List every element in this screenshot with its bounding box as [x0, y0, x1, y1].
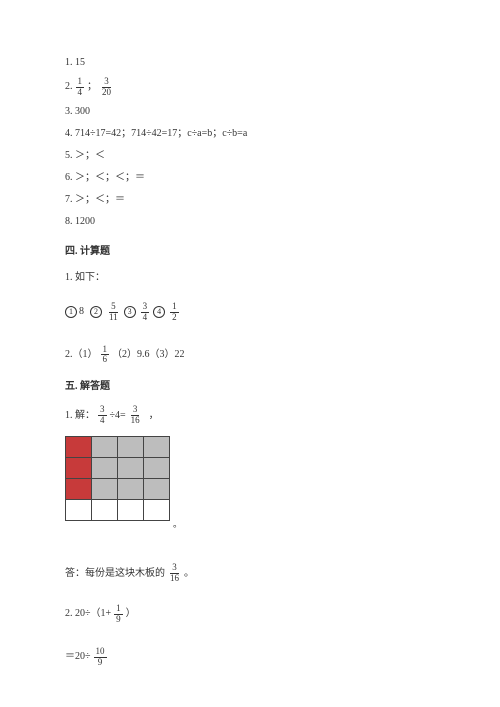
cell-gray — [118, 458, 144, 479]
fraction-3-16: 3 16 — [129, 405, 142, 426]
section-4-title: 四. 计算题 — [65, 244, 435, 260]
ans-2: 2. 1 4 ； 3 20 — [65, 77, 435, 98]
fraction-3-16-b: 3 16 — [168, 563, 181, 584]
fraction-1-6: 1 6 — [101, 345, 110, 366]
sec5-q1-pre: 1. 解： — [65, 408, 95, 424]
grid-period: 。 — [173, 519, 182, 529]
frac-den: 9 — [96, 658, 105, 668]
frac-den: 16 — [129, 416, 142, 426]
frac-den: 4 — [76, 88, 85, 98]
frac-den: 20 — [100, 88, 113, 98]
ans-2-sep: ； — [87, 79, 97, 95]
sec4-q1: 1. 如下： — [65, 270, 435, 286]
fraction-3-4-b: 3 4 — [98, 405, 107, 426]
circled-3-icon: 3 — [124, 306, 136, 318]
sec4-q2: 2.（1） 1 6 （2）9.6（3）22 — [65, 345, 435, 366]
cell-white — [66, 500, 92, 521]
sec5-eq: ＝20÷ 10 9 — [65, 647, 435, 668]
sec5-ans-end: 。 — [184, 566, 194, 582]
section-5-title: 五. 解答题 — [65, 379, 435, 395]
sec5-q2-pre: 2. 20÷（1+ — [65, 606, 111, 622]
frac-den: 11 — [107, 313, 120, 323]
fraction-1-4: 1 4 — [76, 77, 85, 98]
cell-gray — [118, 437, 144, 458]
sec5-answer: 答：每份是这块木板的 3 16 。 — [65, 563, 435, 584]
cell-gray — [118, 479, 144, 500]
circled-2-icon: 2 — [90, 306, 102, 318]
cell-gray — [92, 479, 118, 500]
ans-2-prefix: 2. — [65, 79, 73, 95]
table-row — [66, 479, 170, 500]
cell-gray — [144, 458, 170, 479]
cell-red — [66, 479, 92, 500]
cell-gray — [144, 479, 170, 500]
sec4-choices: 1 8 2 5 11 3 3 4 4 1 2 — [65, 302, 435, 323]
table-row — [66, 458, 170, 479]
frac-den: 4 — [141, 313, 150, 323]
sec5-q2: 2. 20÷（1+ 1 9 ） — [65, 604, 435, 625]
board-grid: 。 — [65, 436, 435, 537]
circled-1-icon: 1 — [65, 306, 77, 318]
ans-6: 6. ＞；＜；＜；＝ — [65, 170, 435, 186]
fraction-10-9: 10 9 — [94, 647, 107, 668]
frac-den: 6 — [101, 355, 110, 365]
fraction-3-20: 3 20 — [100, 77, 113, 98]
fraction-5-11: 5 11 — [107, 302, 120, 323]
circled-4-icon: 4 — [153, 306, 165, 318]
cell-gray — [92, 458, 118, 479]
ans-8: 8. 1200 — [65, 214, 435, 230]
cell-white — [92, 500, 118, 521]
table-row — [66, 500, 170, 521]
sec5-q1-mid: ÷4= — [110, 408, 126, 424]
ans-7: 7. ＞；＜；＝ — [65, 192, 435, 208]
sec5-ans-pre: 答：每份是这块木板的 — [65, 566, 165, 582]
cell-gray — [144, 437, 170, 458]
cell-red — [66, 458, 92, 479]
ans-1: 1. 15 — [65, 55, 435, 71]
sec5-eq-pre: ＝20÷ — [65, 649, 91, 665]
frac-den: 2 — [170, 313, 179, 323]
frac-den: 16 — [168, 574, 181, 584]
cell-white — [118, 500, 144, 521]
fraction-1-9: 1 9 — [114, 604, 123, 625]
sec5-q1-comma: ， — [149, 408, 159, 424]
table-row — [66, 437, 170, 458]
ans-4: 4. 714÷17=42；714÷42=17；c÷a=b；c÷b=a — [65, 126, 435, 142]
board-table — [65, 436, 170, 521]
fraction-1-2: 1 2 — [170, 302, 179, 323]
frac-den: 9 — [114, 615, 123, 625]
sec4-q2-mid: （2）9.6（3）22 — [112, 347, 185, 363]
cell-gray — [92, 437, 118, 458]
ans-3: 3. 300 — [65, 104, 435, 120]
cell-white — [144, 500, 170, 521]
frac-den: 4 — [98, 416, 107, 426]
fraction-3-4: 3 4 — [141, 302, 150, 323]
sec5-q2-end: ） — [126, 606, 136, 622]
choice-1-val: 8 — [79, 304, 84, 320]
sec4-q2-pre: 2.（1） — [65, 347, 98, 363]
cell-red — [66, 437, 92, 458]
ans-5: 5. ＞；＜ — [65, 148, 435, 164]
frac-num: 10 — [94, 647, 107, 658]
sec5-q1: 1. 解： 3 4 ÷4= 3 16 ， — [65, 405, 435, 426]
